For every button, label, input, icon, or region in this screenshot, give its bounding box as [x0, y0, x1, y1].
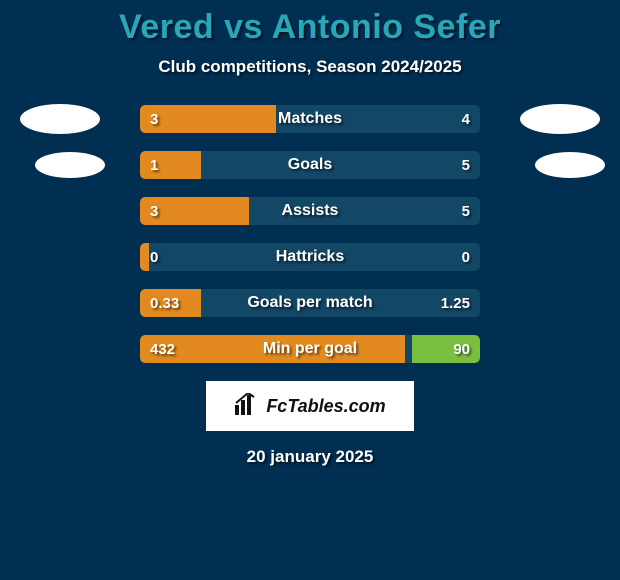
stat-value-right: 1.25	[441, 295, 470, 312]
player-avatar-right	[520, 104, 600, 134]
bar-left-fill	[140, 243, 149, 271]
stat-bar: 0.331.25Goals per match	[140, 289, 480, 317]
bar-bg	[140, 243, 480, 271]
stat-row: 43290Min per goal	[0, 335, 620, 363]
stat-value-left: 1	[150, 157, 158, 174]
stat-value-right: 90	[453, 341, 470, 358]
stat-row: 34Matches	[0, 105, 620, 133]
footer-date: 20 january 2025	[0, 447, 620, 467]
bar-left-fill	[140, 335, 405, 363]
stat-bar: 34Matches	[140, 105, 480, 133]
bar-left-fill	[140, 105, 276, 133]
stat-value-left: 0	[150, 249, 158, 266]
stat-bar: 43290Min per goal	[140, 335, 480, 363]
stat-value-right: 0	[462, 249, 470, 266]
player-avatar-right	[535, 152, 605, 178]
subtitle: Club competitions, Season 2024/2025	[0, 57, 620, 77]
stat-bar: 15Goals	[140, 151, 480, 179]
chart-icon	[234, 393, 260, 420]
player-avatar-left	[20, 104, 100, 134]
stat-value-right: 4	[462, 111, 470, 128]
stat-value-left: 3	[150, 203, 158, 220]
stat-bar: 00Hattricks	[140, 243, 480, 271]
stat-bar: 35Assists	[140, 197, 480, 225]
stat-value-right: 5	[462, 157, 470, 174]
player-avatar-left	[35, 152, 105, 178]
page-title: Vered vs Antonio Sefer	[0, 8, 620, 47]
stat-value-right: 5	[462, 203, 470, 220]
stats-rows: 34Matches15Goals35Assists00Hattricks0.33…	[0, 105, 620, 363]
stat-row: 15Goals	[0, 151, 620, 179]
stat-row: 00Hattricks	[0, 243, 620, 271]
brand-box[interactable]: FcTables.com	[206, 381, 414, 431]
stat-row: 35Assists	[0, 197, 620, 225]
stat-value-left: 0.33	[150, 295, 179, 312]
stat-row: 0.331.25Goals per match	[0, 289, 620, 317]
brand-text: FcTables.com	[266, 396, 385, 417]
stat-value-left: 432	[150, 341, 175, 358]
stat-value-left: 3	[150, 111, 158, 128]
comparison-widget: Vered vs Antonio Sefer Club competitions…	[0, 0, 620, 467]
